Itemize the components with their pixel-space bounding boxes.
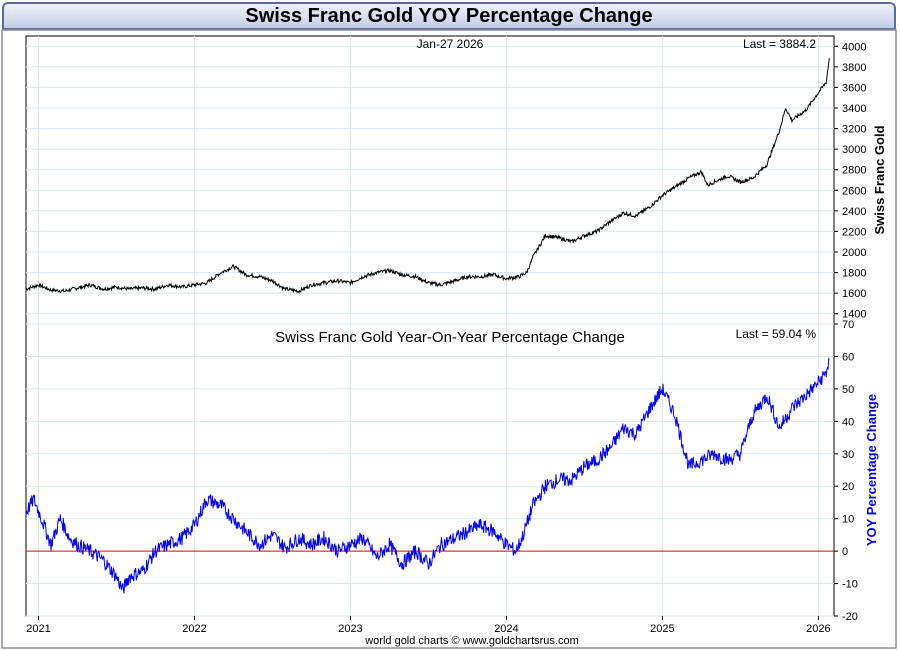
page-title: Swiss Franc Gold YOY Percentage Change (245, 4, 653, 27)
price-y-label: Swiss Franc Gold (872, 125, 887, 234)
y-tick-label: 1800 (842, 268, 866, 280)
y-tick-label: 1600 (842, 288, 866, 300)
y-tick-label: 3800 (842, 62, 866, 74)
x-tick-label: 2026 (806, 623, 830, 635)
y-tick-label: 4000 (842, 41, 866, 53)
yoy-title: Swiss Franc Gold Year-On-Year Percentage… (275, 329, 625, 346)
y-tick-label: 50 (842, 384, 854, 396)
price-y-axis: 1400 1600 1800 2000 2200 2400 2600 2800 3000 3200… (834, 41, 866, 321)
y-tick-label: 1400 (842, 309, 866, 321)
y-tick-label: -10 (842, 579, 858, 591)
y-tick-label: 40 (842, 416, 854, 428)
series-line (25, 58, 830, 294)
yoy-y-axis: -20 -10 0 10 20 30 40 50 60 70 (834, 319, 858, 623)
y-tick-label: 30 (842, 449, 854, 461)
y-tick-label: 2800 (842, 165, 866, 177)
x-tick-label: 2025 (650, 623, 674, 635)
y-tick-label: 3400 (842, 103, 866, 115)
y-tick-label: 2200 (842, 226, 866, 238)
price-last-label: Last = 3884.2 (743, 37, 816, 51)
yoy-plot-area (25, 323, 835, 617)
yoy-x-axis: 2021 2022 2023 2024 2025 2026 (26, 616, 831, 635)
price-panel: 1400 1600 1800 2000 2200 2400 2600 2800 3000 3200… (25, 35, 887, 325)
price-plot-area (25, 35, 835, 325)
yoy-series (25, 357, 830, 594)
y-tick-label: 3600 (842, 82, 866, 94)
x-tick-label: 2024 (494, 623, 518, 635)
y-tick-label: 60 (842, 351, 854, 363)
x-tick-label: 2022 (182, 623, 206, 635)
yoy-last-label: Last = 59.04 % (736, 327, 817, 341)
title-bar: Swiss Franc Gold YOY Percentage Change (2, 2, 896, 30)
series-line (25, 357, 830, 594)
y-tick-label: 2600 (842, 185, 866, 197)
y-tick-label: -20 (842, 611, 858, 623)
price-grid (26, 36, 834, 324)
footer-credit: world gold charts © www.goldchartsrus.co… (364, 635, 579, 647)
yoy-y-label: YOY Percentage Change (864, 394, 879, 546)
y-tick-label: 20 (842, 481, 854, 493)
y-tick-label: 70 (842, 319, 854, 331)
y-tick-label: 0 (842, 546, 848, 558)
x-tick-label: 2021 (26, 623, 50, 635)
y-tick-label: 2400 (842, 206, 866, 218)
y-tick-label: 10 (842, 514, 854, 526)
price-date-label: Jan-27 2026 (417, 37, 484, 51)
price-series (25, 58, 830, 294)
y-tick-label: 2000 (842, 247, 866, 259)
x-tick-label: 2023 (338, 623, 362, 635)
y-tick-label: 3000 (842, 144, 866, 156)
y-tick-label: 3200 (842, 124, 866, 136)
